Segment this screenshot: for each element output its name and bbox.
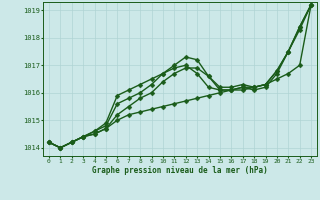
X-axis label: Graphe pression niveau de la mer (hPa): Graphe pression niveau de la mer (hPa) xyxy=(92,166,268,175)
